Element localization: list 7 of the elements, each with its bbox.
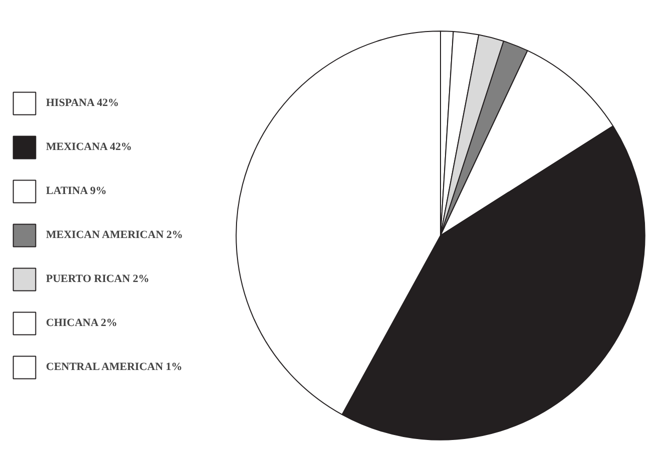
legend-label: PUERTO RICAN 2% <box>46 273 150 285</box>
legend-label: MEXICANA 42% <box>46 141 132 153</box>
legend-label: CHICANA 2% <box>46 317 118 329</box>
legend-label: LATINA 9% <box>46 185 107 197</box>
legend-label: CENTRAL AMERICAN 1% <box>46 361 182 373</box>
legend-label: HISPANA 42% <box>46 97 119 109</box>
legend-label: MEXICAN AMERICAN 2% <box>46 229 183 241</box>
